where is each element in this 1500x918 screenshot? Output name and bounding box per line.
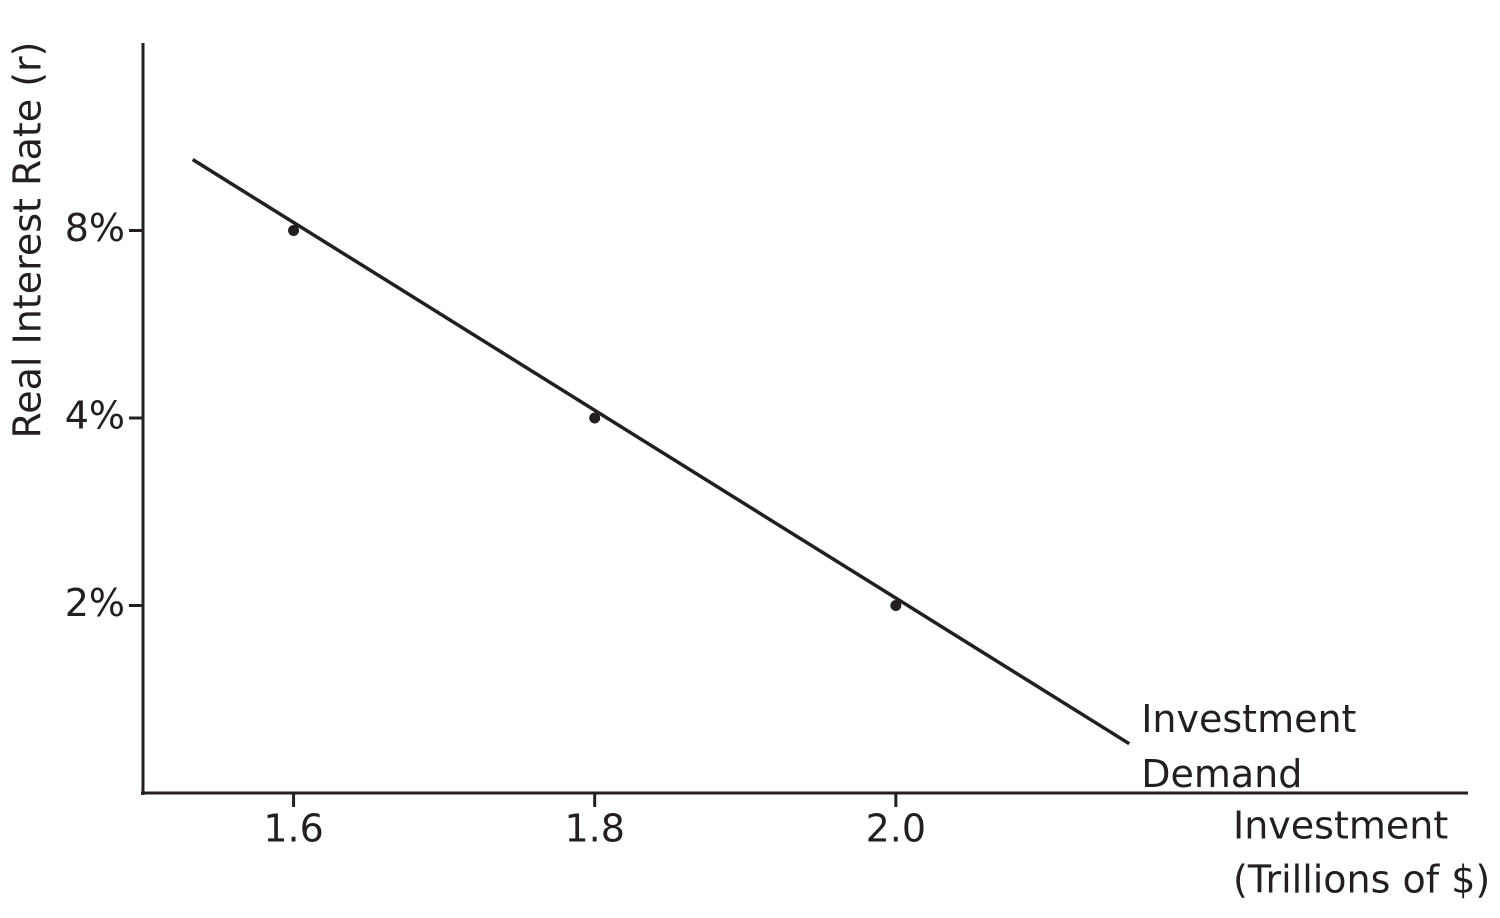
y-axis-label: Real Interest Rate (r) [6,42,50,439]
line [191,158,1131,746]
x-axis-label: (Trillions of $) [1233,858,1490,902]
y-tick-label: 8% [65,206,125,250]
y-tick-label: 2% [65,581,125,625]
x-axis-label: Investment [1233,804,1448,848]
point [288,225,300,236]
x-tick-label: 1.6 [263,807,323,851]
point [589,412,601,424]
series-label: Investment [1141,697,1356,741]
y-tick-label: 4% [65,394,125,438]
point [890,600,902,611]
series-label: Demand [1141,752,1302,796]
x-tick-label: 1.8 [564,807,624,851]
x-tick-label: 2.0 [866,807,926,851]
